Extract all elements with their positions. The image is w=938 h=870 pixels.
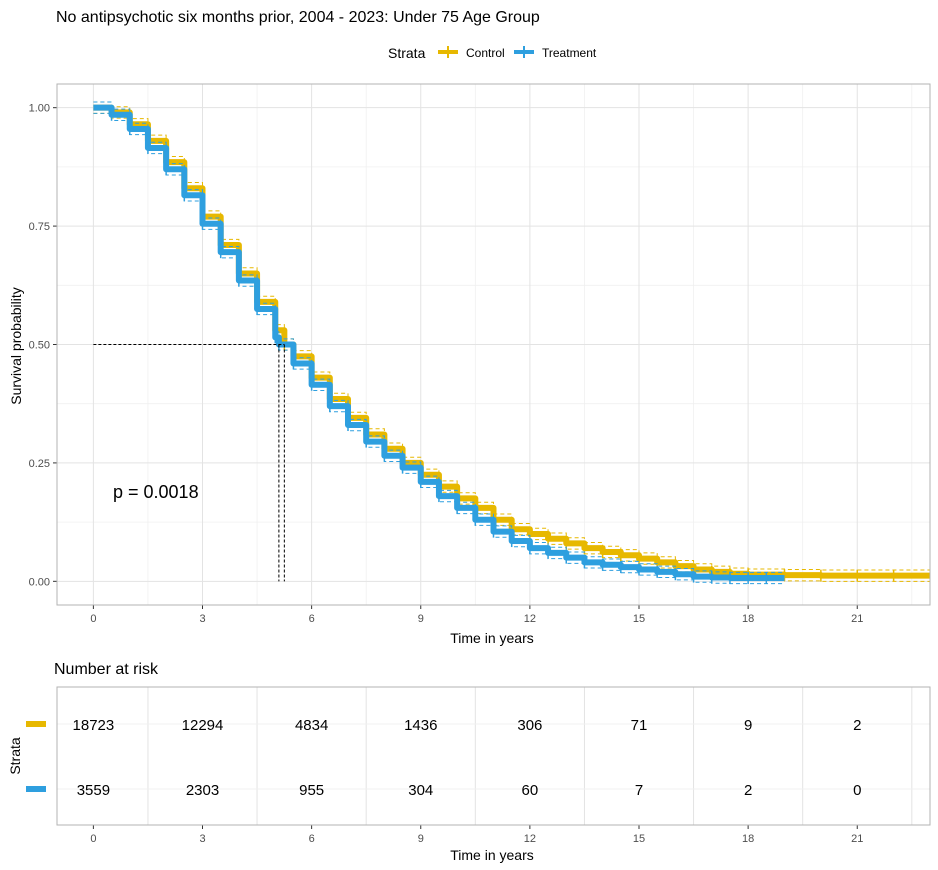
legend-label-treatment: Treatment (542, 46, 597, 60)
x-tick-label: 15 (633, 613, 645, 625)
x-tick-label: 21 (851, 613, 863, 625)
y-tick-label: 0.00 (29, 576, 50, 588)
p-value-annotation: p = 0.0018 (113, 482, 199, 502)
series-treatment (93, 101, 785, 585)
risk-background (57, 687, 930, 825)
risk-value: 71 (631, 717, 648, 734)
x-tick-label: 12 (524, 613, 536, 625)
survival-curve-treatment (93, 104, 785, 582)
risk-x-tick-label: 12 (524, 833, 536, 845)
risk-value: 2 (853, 717, 861, 734)
risk-x-tick-label: 3 (199, 833, 205, 845)
risk-value: 9 (744, 717, 752, 734)
legend-title: Strata (388, 45, 426, 61)
y-tick-label: 0.25 (29, 458, 50, 470)
risk-table-x-title: Time in years (450, 847, 534, 863)
risk-x-tick-label: 21 (851, 833, 863, 845)
legend-label-control: Control (466, 46, 505, 60)
risk-value: 12294 (182, 717, 224, 734)
risk-value: 2 (744, 782, 752, 799)
risk-value: 4834 (295, 717, 328, 734)
risk-x-tick-label: 15 (633, 833, 645, 845)
y-tick-label: 1.00 (29, 103, 50, 115)
risk-value: 955 (299, 782, 324, 799)
y-tick-label: 0.75 (29, 221, 50, 233)
x-tick-label: 18 (742, 613, 754, 625)
risk-x-tick-label: 9 (418, 833, 424, 845)
x-tick-label: 6 (309, 613, 315, 625)
risk-value: 3559 (77, 782, 110, 799)
risk-table-y-title: Strata (7, 737, 23, 775)
confidence-band-line-control (93, 101, 930, 571)
risk-value: 306 (517, 717, 542, 734)
chart-title: No antipsychotic six months prior, 2004 … (56, 9, 540, 26)
risk-x-tick-label: 18 (742, 833, 754, 845)
x-tick-label: 9 (418, 613, 424, 625)
risk-x-tick-label: 0 (90, 833, 96, 845)
x-tick-label: 3 (199, 613, 205, 625)
legend-item-control[interactable]: Control (438, 46, 505, 60)
risk-value: 2303 (186, 782, 219, 799)
risk-value: 304 (408, 782, 433, 799)
risk-border (56, 686, 931, 826)
y-tick-label: 0.50 (29, 340, 50, 352)
risk-value: 7 (635, 782, 643, 799)
legend-item-treatment[interactable]: Treatment (514, 46, 597, 60)
risk-x-tick-label: 6 (309, 833, 315, 845)
plot-border (56, 83, 931, 606)
plot-panel: 0 3 6 9 12 15 18 21 0.00 0.25 0.50 0.75 1.00 (29, 83, 931, 625)
risk-value: 1436 (404, 717, 437, 734)
risk-value: 18723 (73, 717, 115, 734)
risk-value: 60 (522, 782, 539, 799)
risk-table-title: Number at risk (54, 661, 159, 678)
legend: Strata Control Treatment (388, 45, 597, 61)
x-tick-label: 0 (90, 613, 96, 625)
y-axis-title: Survival probability (8, 287, 24, 405)
risk-value: 0 (853, 782, 861, 799)
x-axis-title: Time in years (450, 630, 534, 646)
